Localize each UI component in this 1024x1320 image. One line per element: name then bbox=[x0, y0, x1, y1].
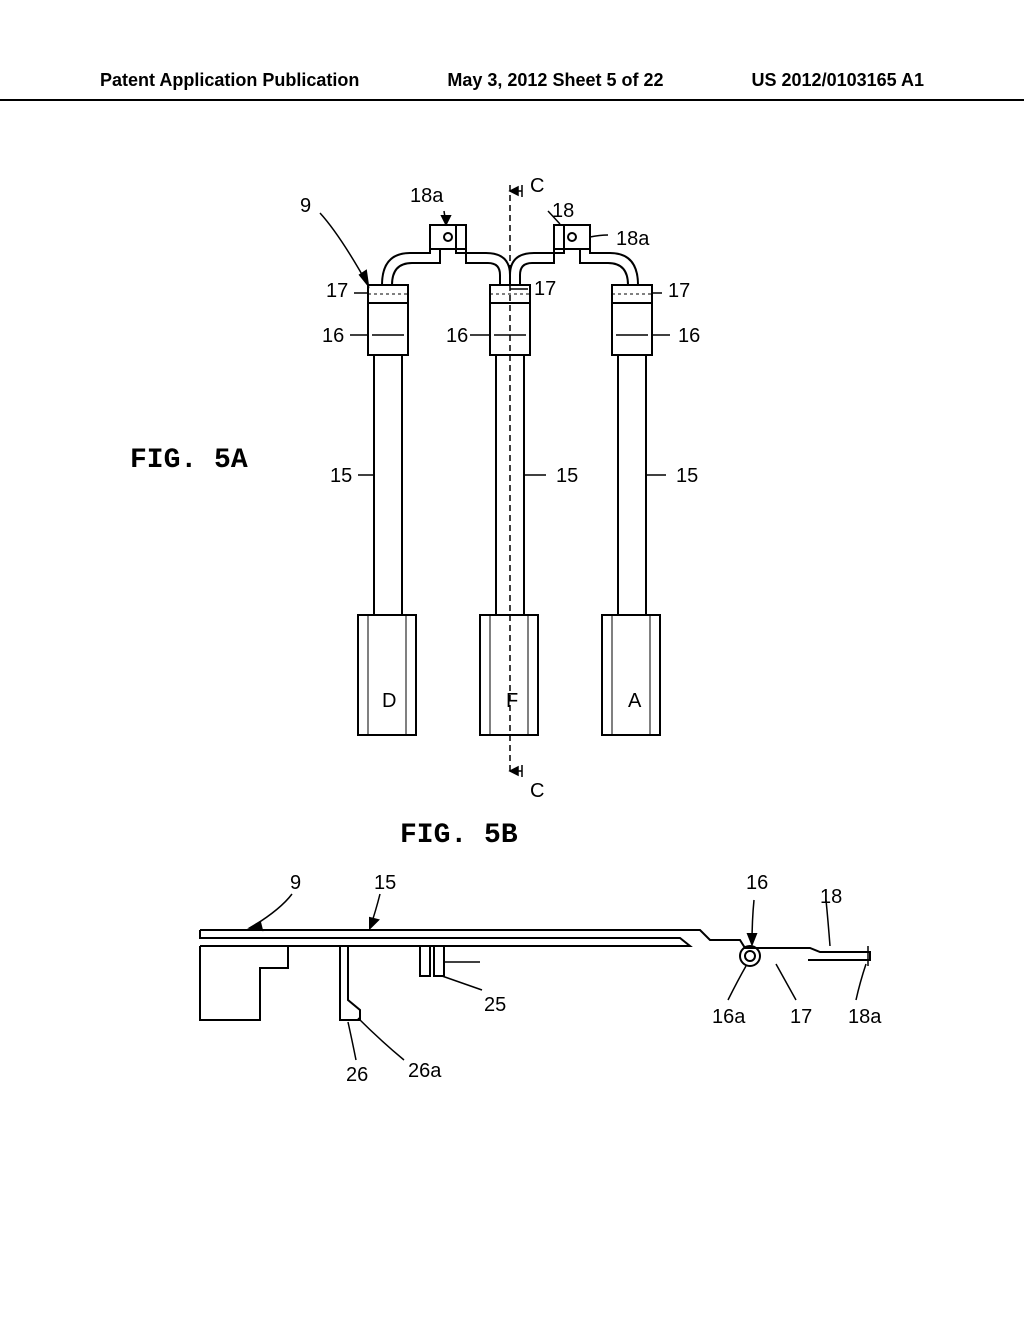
ref-18: 18 bbox=[552, 200, 574, 223]
header-center: May 3, 2012 Sheet 5 of 22 bbox=[447, 70, 663, 91]
ref-16-left: 16 bbox=[322, 325, 344, 348]
ref-18-b: 18 bbox=[820, 886, 842, 909]
fig-5b-drawing bbox=[180, 870, 880, 1115]
fig-5b-label: FIG. 5B bbox=[400, 820, 518, 851]
ref-26: 26 bbox=[346, 1064, 368, 1087]
ref-A: A bbox=[628, 690, 641, 713]
ref-18a-top: 18a bbox=[410, 185, 443, 208]
ref-15-mid: 15 bbox=[556, 465, 578, 488]
ref-18a-b: 18a bbox=[848, 1006, 881, 1029]
ref-F: F bbox=[506, 690, 518, 713]
ref-D: D bbox=[382, 690, 396, 713]
ref-15-left: 15 bbox=[330, 465, 352, 488]
ref-16-mid: 16 bbox=[446, 325, 468, 348]
ref-16-right: 16 bbox=[678, 325, 700, 348]
ref-15-b: 15 bbox=[374, 872, 396, 895]
ref-9-b: 9 bbox=[290, 872, 301, 895]
fig-5a-label: FIG. 5A bbox=[130, 445, 248, 476]
ref-26a: 26a bbox=[408, 1060, 441, 1083]
header-right: US 2012/0103165 A1 bbox=[752, 70, 924, 91]
header-left: Patent Application Publication bbox=[100, 70, 359, 91]
ref-25: 25 bbox=[484, 994, 506, 1017]
ref-16a: 16a bbox=[712, 1006, 745, 1029]
page-header: Patent Application Publication May 3, 20… bbox=[0, 70, 1024, 101]
ref-15-right: 15 bbox=[676, 465, 698, 488]
ref-17-b: 17 bbox=[790, 1006, 812, 1029]
ref-17-right: 17 bbox=[668, 280, 690, 303]
ref-C-top: C bbox=[530, 175, 544, 198]
ref-C-bot: C bbox=[530, 780, 544, 803]
ref-17-left: 17 bbox=[326, 280, 348, 303]
ref-18a-right: 18a bbox=[616, 228, 649, 251]
ref-9-a: 9 bbox=[300, 195, 311, 218]
ref-17-mid: 17 bbox=[534, 278, 556, 301]
patent-page: Patent Application Publication May 3, 20… bbox=[0, 0, 1024, 1320]
ref-16-b: 16 bbox=[746, 872, 768, 895]
